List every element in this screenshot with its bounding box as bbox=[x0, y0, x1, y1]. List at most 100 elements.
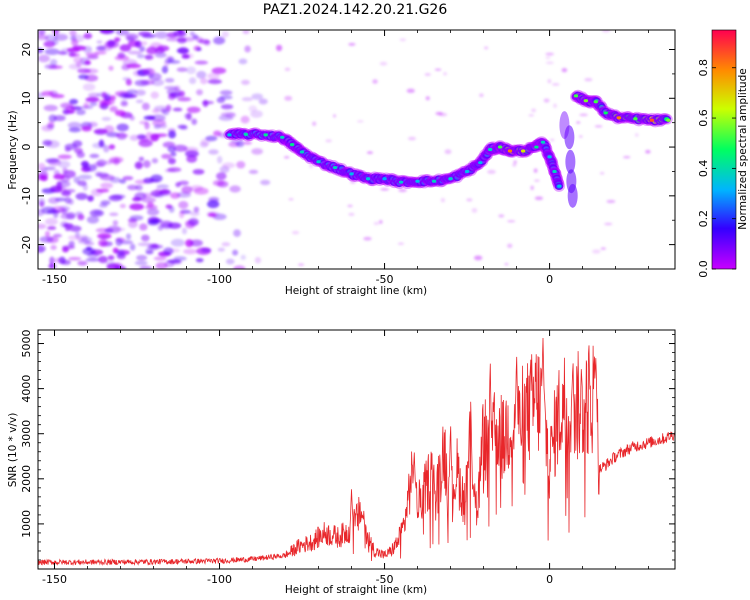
spectrogram-noise-blob bbox=[80, 160, 89, 168]
spectrogram-noise-blob bbox=[347, 204, 353, 208]
spectrogram-noise-blob bbox=[168, 205, 175, 213]
spectrogram-noise-blob bbox=[169, 92, 181, 98]
spectrogram-noise-blob bbox=[47, 264, 58, 269]
spectrogram-noise-blob bbox=[487, 169, 496, 174]
spectrogram-noise-blob bbox=[220, 104, 234, 110]
spectrogram-noise-blob bbox=[143, 177, 155, 184]
spectrogram-noise-blob bbox=[93, 129, 108, 134]
spectrogram-noise-blob bbox=[241, 79, 250, 85]
spectrogram-noise-blob bbox=[61, 208, 68, 215]
spectrogram-noise-blob bbox=[42, 139, 53, 146]
spectrogram-noise-blob bbox=[78, 174, 93, 180]
spectrogram-noise-blob bbox=[127, 220, 138, 229]
spectrogram-noise-blob bbox=[96, 40, 103, 44]
spectrogram-noise-blob bbox=[39, 236, 54, 243]
spectrogram-noise-blob bbox=[534, 196, 544, 201]
spectrogram-noise-blob bbox=[60, 221, 69, 228]
spectrogram-noise-blob bbox=[98, 139, 105, 148]
spectrogram-noise-blob bbox=[584, 78, 593, 82]
spectrogram-noise-blob bbox=[507, 243, 513, 248]
spectrogram-noise-blob bbox=[150, 91, 159, 99]
spectrogram-noise-blob bbox=[592, 249, 601, 254]
spectrogram-noise-blob bbox=[108, 144, 116, 150]
spectrogram-noise-blob bbox=[551, 83, 560, 86]
spectrogram-ridge-segment-peak bbox=[243, 132, 249, 136]
spectrogram-noise-blob bbox=[543, 98, 550, 103]
spectrogram-noise-blob bbox=[200, 138, 211, 147]
spectrogram-noise-blob bbox=[366, 151, 374, 155]
spectrogram-noise-blob bbox=[220, 112, 236, 117]
spectrogram-noise-blob bbox=[528, 114, 535, 117]
spectrogram-noise-blob bbox=[69, 30, 77, 37]
spectrogram-noise-blob bbox=[87, 195, 94, 202]
spectrogram-ridge-segment-peak bbox=[593, 100, 598, 104]
spectrogram-noise-blob bbox=[115, 30, 130, 36]
spectrogram-ridge-segment-peak bbox=[534, 145, 539, 149]
spectrogram-noise-blob bbox=[136, 254, 148, 261]
spectrogram-noise-blob bbox=[260, 179, 271, 186]
spectrogram-noise-blob bbox=[134, 79, 149, 87]
spectrogram-noise-blob bbox=[54, 33, 68, 41]
spectrogram-noise-blob bbox=[47, 158, 61, 166]
spectrogram-noise-blob bbox=[545, 61, 554, 65]
spectrogram-noise-blob bbox=[64, 143, 78, 150]
spectrogram-y-label: Frequency (Hz) bbox=[7, 110, 19, 189]
spectrogram-noise-blob bbox=[146, 208, 160, 216]
spectrogram-noise-blob bbox=[69, 52, 80, 57]
spectrogram-noise-blob bbox=[38, 30, 46, 35]
snr-y-axis: 1000 2000 3000 4000 5000 bbox=[20, 330, 675, 561]
spectrogram-noise-blob bbox=[119, 203, 126, 209]
spectrogram-noise-blob bbox=[160, 108, 167, 114]
spectrogram-x-tick-label: 0 bbox=[546, 273, 553, 286]
spectrogram-noise-blob bbox=[513, 160, 517, 164]
spectrogram-noise-blob bbox=[150, 133, 159, 142]
spectrogram-noise-blob bbox=[151, 114, 166, 122]
spectrogram-noise-blob bbox=[146, 46, 158, 55]
spectrogram-noise-blob bbox=[531, 108, 537, 113]
spectrogram-noise-blob bbox=[63, 188, 76, 193]
spectrogram-noise-blob bbox=[109, 95, 116, 101]
spectrogram-noise-blob bbox=[115, 249, 125, 257]
spectrogram-noise-blob bbox=[81, 125, 92, 132]
spectrogram-noise-blob bbox=[129, 203, 145, 211]
spectrogram-noise-blob bbox=[178, 200, 189, 209]
spectrogram-noise-blob bbox=[38, 208, 45, 217]
spectrogram-noise-blob bbox=[283, 156, 290, 159]
spectrogram-noise-blob bbox=[170, 151, 177, 157]
spectrogram-noise-blob bbox=[238, 58, 248, 65]
spectrogram-noise-blob bbox=[547, 78, 552, 84]
spectrogram-noise-blob bbox=[208, 149, 219, 155]
spectrogram-noise-blob bbox=[181, 227, 188, 235]
spectrogram-noise-blob bbox=[139, 265, 152, 269]
spectrogram-noise-blob bbox=[183, 248, 198, 255]
spectrogram-noise-blob bbox=[196, 70, 207, 79]
spectrogram-noise-blob bbox=[219, 95, 233, 100]
spectrogram-noise-blob bbox=[645, 149, 651, 154]
snr-y-tick-label: 5000 bbox=[20, 330, 33, 358]
spectrogram-noise-blob bbox=[471, 208, 478, 213]
spectrogram-noise-blob bbox=[188, 217, 199, 226]
spectrogram-noise-blob bbox=[139, 45, 146, 52]
spectrogram-ridge-segment-peak bbox=[398, 180, 404, 184]
spectrogram-y-tick-label: -20 bbox=[20, 236, 33, 254]
spectrogram-noise-blob bbox=[190, 185, 204, 192]
spectrogram-noise-blob bbox=[60, 102, 74, 109]
spectrogram-noise-blob bbox=[41, 90, 54, 97]
spectrogram-ridge-segment-peak bbox=[573, 94, 579, 98]
spectrogram-noise-blob bbox=[216, 172, 227, 180]
spectrogram-noise-blob bbox=[135, 184, 143, 191]
spectrogram-noise-blob bbox=[172, 107, 183, 112]
spectrogram-noise-blob bbox=[134, 161, 143, 170]
spectrogram-noise-blob bbox=[41, 124, 54, 132]
spectrogram-noise-blob bbox=[407, 136, 416, 141]
spectrogram-noise-blob bbox=[125, 33, 139, 41]
snr-y-tick-label: 1000 bbox=[20, 510, 33, 538]
spectrogram-noise-blob bbox=[77, 260, 88, 266]
spectrogram-noise-blob bbox=[165, 104, 172, 112]
spectrogram-noise-blob bbox=[163, 247, 174, 255]
spectrogram-noise-blob bbox=[109, 158, 121, 164]
spectrogram-noise-blob bbox=[196, 47, 202, 52]
spectrogram-ridge-segment-peak bbox=[332, 165, 338, 170]
